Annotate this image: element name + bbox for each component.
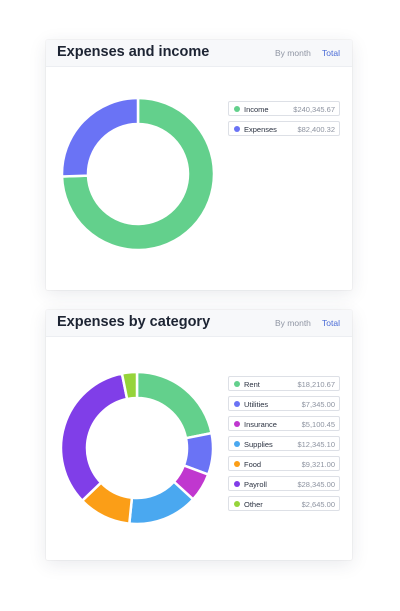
legend-value: $7,345.00	[301, 400, 335, 409]
legend-item-payroll[interactable]: Payroll $28,345.00	[228, 476, 340, 491]
legend-item-food[interactable]: Food $9,321.00	[228, 456, 340, 471]
expenses-category-card: Expenses by category By month Total Rent…	[46, 310, 352, 560]
legend-swatch	[234, 106, 240, 112]
legend-value: $82,400.32	[297, 125, 335, 134]
legend-value: $28,345.00	[297, 480, 335, 489]
legend-value: $5,100.45	[301, 420, 335, 429]
legend-item-insurance[interactable]: Insurance $5,100.45	[228, 416, 340, 431]
slice-expenses[interactable]	[60, 96, 140, 178]
legend-value: $9,321.00	[301, 460, 335, 469]
legend-item-income[interactable]: Income $240,345.67	[228, 101, 340, 116]
legend-item-other[interactable]: Other $2,645.00	[228, 496, 340, 511]
legend-label: Income	[244, 105, 269, 114]
card-header: Expenses by category By month Total	[46, 310, 352, 337]
legend-label: Expenses	[244, 125, 277, 134]
legend-item-supplies[interactable]: Supplies $12,345.10	[228, 436, 340, 451]
legend-label: Food	[244, 460, 262, 469]
card-header: Expenses and income By month Total	[46, 40, 352, 67]
legend-label: Insurance	[244, 420, 277, 429]
legend-swatch	[234, 126, 240, 132]
legend-swatch	[234, 501, 240, 507]
legend-value: $2,645.00	[301, 500, 335, 509]
donut-chart	[59, 370, 215, 526]
legend-label: Supplies	[244, 440, 273, 449]
tab-total[interactable]: Total	[322, 318, 340, 328]
legend-value: $240,345.67	[293, 105, 335, 114]
slice-other[interactable]	[120, 370, 139, 401]
donut-chart	[60, 96, 216, 252]
expenses-income-card: Expenses and income By month Total Incom…	[46, 40, 352, 290]
legend-value: $18,210.67	[297, 380, 335, 389]
chart-legend: Rent $18,210.67 Utilities $7,345.00 Insuranc…	[228, 376, 340, 516]
tab-by-month[interactable]: By month	[275, 48, 311, 58]
slice-income[interactable]	[60, 96, 216, 252]
legend-value: $12,345.10	[297, 440, 335, 449]
legend-label: Other	[244, 500, 263, 509]
legend-swatch	[234, 481, 240, 487]
legend-swatch	[234, 441, 240, 447]
legend-label: Utilities	[244, 400, 269, 409]
tab-total[interactable]: Total	[322, 48, 340, 58]
chart-legend: Income $240,345.67 Expenses $82,400.32	[228, 101, 340, 141]
legend-swatch	[234, 381, 240, 387]
legend-swatch	[234, 421, 240, 427]
card-title: Expenses and income	[57, 44, 210, 60]
legend-label: Rent	[244, 380, 260, 389]
legend-item-expenses[interactable]: Expenses $82,400.32	[228, 121, 340, 136]
legend-item-rent[interactable]: Rent $18,210.67	[228, 376, 340, 391]
legend-swatch	[234, 401, 240, 407]
card-title: Expenses by category	[57, 314, 211, 330]
slice-rent[interactable]	[135, 370, 213, 440]
tab-by-month[interactable]: By month	[275, 318, 311, 328]
legend-label: Payroll	[244, 480, 267, 489]
legend-item-utilities[interactable]: Utilities $7,345.00	[228, 396, 340, 411]
legend-swatch	[234, 461, 240, 467]
slice-payroll[interactable]	[59, 372, 129, 502]
